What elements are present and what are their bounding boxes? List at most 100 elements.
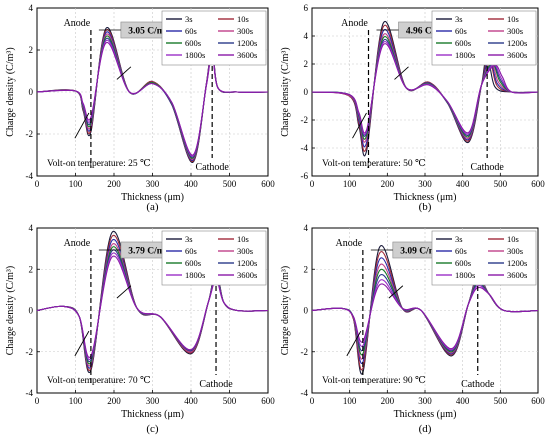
y-tick-label: -4: [301, 388, 309, 398]
trend-arrow-anode: [74, 112, 90, 139]
legend-label: 600s: [185, 38, 201, 48]
anode-label: Anode: [64, 238, 91, 249]
y-tick-label: 2: [29, 45, 34, 55]
legend-label: 3600s: [507, 270, 527, 280]
x-axis-label: Thickness (μm): [121, 409, 184, 420]
x-tick-label: 500: [494, 179, 508, 189]
legend-label: 1800s: [185, 50, 205, 60]
x-tick-label: 400: [456, 179, 470, 189]
y-tick-label: 2: [29, 264, 34, 274]
y-tick-label: 2: [304, 59, 309, 69]
legend-label: 60s: [185, 26, 197, 36]
y-tick-label: 4: [304, 31, 309, 41]
legend-label: 60s: [455, 246, 467, 256]
x-tick-label: 100: [343, 179, 357, 189]
x-tick-label: 200: [381, 179, 395, 189]
x-tick-label: 400: [184, 179, 198, 189]
x-tick-label: 300: [146, 396, 160, 406]
x-tick-label: 600: [531, 396, 545, 406]
peak-value-label: 3.09 C/m³: [400, 247, 439, 257]
legend-label: 10s: [237, 234, 249, 244]
x-tick-label: 0: [35, 396, 40, 406]
volt-on-label: Volt-on temperature: 70 ℃: [47, 376, 151, 386]
y-tick-label: 0: [304, 87, 309, 97]
trend-arrow-peak: [116, 285, 132, 299]
x-tick-label: 600: [261, 179, 275, 189]
y-axis-label: Charge density (C/m³): [280, 47, 291, 136]
y-tick-label: -4: [26, 388, 34, 398]
y-tick-label: 6: [304, 3, 309, 13]
x-tick-label: 100: [69, 396, 83, 406]
legend-label: 3600s: [237, 50, 257, 60]
x-tick-label: 200: [107, 396, 121, 406]
legend-label: 3s: [185, 14, 193, 24]
trend-arrow-anode: [352, 112, 367, 139]
x-tick-label: 500: [223, 179, 237, 189]
panel-c: 0 100 200 300 400 500 600 -4 -2 0 2 4 Thickness (μm)…: [5, 223, 275, 435]
x-tick-label: 0: [35, 179, 40, 189]
panel-label: (d): [419, 423, 432, 435]
x-axis-label: Thickness (μm): [394, 409, 457, 420]
panel-a: 0 100 200 300 400 500 600 -4 -2 0 2 4 Thickness (μm)…: [5, 3, 275, 213]
volt-on-label: Volt-on temperature: 90 ℃: [322, 376, 426, 386]
legend-label: 10s: [237, 14, 249, 24]
legend-label: 3s: [455, 14, 463, 24]
legend-label: 3s: [185, 234, 193, 244]
peak-value-label: 3.05 C/m³: [128, 27, 167, 37]
trend-arrow-peak: [388, 285, 404, 299]
x-tick-label: 300: [418, 396, 432, 406]
volt-on-label: Volt-on temperature: 25 ℃: [47, 159, 151, 169]
y-tick-label: -2: [301, 347, 309, 357]
legend-label: 1200s: [507, 38, 527, 48]
panel-b: 0 100 200 300 400 500 600 -6 -4 -2 0 2 4 6 Thickness (…: [280, 3, 545, 213]
x-tick-label: 500: [494, 396, 508, 406]
legend-label: 600s: [185, 258, 201, 268]
x-tick-label: 300: [418, 179, 432, 189]
y-tick-label: -2: [26, 347, 34, 357]
legend-label: 10s: [507, 234, 519, 244]
y-axis-label: Charge density (C/m³): [5, 47, 16, 136]
cathode-label: Cathode: [199, 379, 233, 390]
cathode-label: Cathode: [461, 379, 495, 390]
y-tick-label: 0: [304, 306, 309, 316]
x-tick-label: 300: [146, 179, 160, 189]
legend-label: 1200s: [237, 258, 257, 268]
y-tick-label: -6: [301, 171, 309, 181]
y-tick-label: 4: [304, 223, 309, 233]
panel-label: (b): [419, 201, 432, 213]
legend-label: 300s: [237, 26, 253, 36]
cathode-label: Cathode: [196, 162, 230, 173]
legend-box: [431, 10, 537, 66]
legend-label: 300s: [237, 246, 253, 256]
y-tick-label: -4: [301, 143, 309, 153]
y-tick-label: 2: [304, 264, 309, 274]
legend-label: 1800s: [455, 270, 475, 280]
legend-label: 1800s: [455, 50, 475, 60]
legend-label: 1200s: [237, 38, 257, 48]
y-tick-label: -2: [301, 115, 309, 125]
legend-box: [161, 10, 267, 66]
legend-label: 10s: [507, 14, 519, 24]
trend-arrow-anode: [74, 330, 90, 357]
x-axis-label: Thickness (μm): [394, 192, 457, 203]
x-tick-label: 400: [456, 396, 470, 406]
cathode-label: Cathode: [470, 162, 504, 173]
series-line-3600s: [311, 43, 539, 134]
legend-box: [161, 230, 267, 286]
x-axis-label: Thickness (μm): [121, 192, 184, 203]
x-tick-label: 100: [343, 396, 357, 406]
anode-label: Anode: [336, 238, 363, 249]
peak-value-label: 3.79 C/m³: [128, 247, 167, 257]
legend-label: 600s: [455, 38, 471, 48]
y-tick-label: 0: [29, 306, 34, 316]
legend-label: 60s: [185, 246, 197, 256]
legend-label: 3600s: [507, 50, 527, 60]
legend-label: 1200s: [507, 258, 527, 268]
y-tick-label: 4: [29, 223, 34, 233]
legend-label: 600s: [455, 258, 471, 268]
series-line-3600s: [36, 255, 269, 358]
x-tick-label: 200: [381, 396, 395, 406]
anode-label: Anode: [64, 18, 91, 29]
legend-label: 3s: [455, 234, 463, 244]
